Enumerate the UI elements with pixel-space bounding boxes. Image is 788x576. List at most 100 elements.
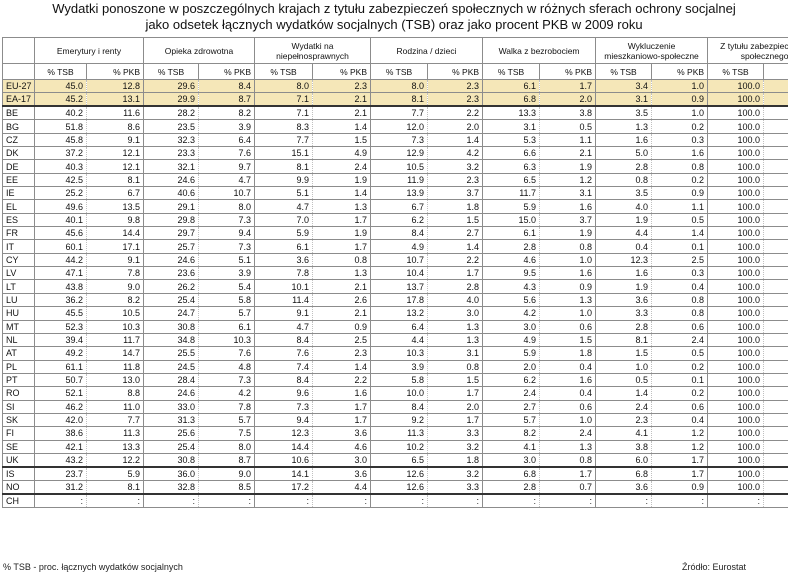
pkb-value-cell: :: [312, 493, 372, 508]
pkb-value-cell: 17.1: [86, 239, 144, 254]
column-group-header: Wydatki na niepełnosprawnych: [254, 37, 372, 64]
country-code-cell: LT: [2, 279, 35, 294]
pkb-value-cell: 19.4: [763, 359, 788, 374]
pkb-value-cell: :: [651, 493, 709, 508]
pkb-value-cell: 2.1: [312, 306, 372, 321]
tsb-value-cell: :: [370, 493, 429, 508]
pkb-value-cell: 1.4: [312, 186, 372, 201]
pkb-value-cell: 1.8: [427, 452, 484, 468]
pkb-value-cell: 25.6: [763, 372, 788, 388]
tsb-value-cell: 4.2: [482, 306, 541, 321]
tsb-value-cell: 24.6: [143, 386, 199, 401]
tsb-value-cell: 6.3: [482, 159, 541, 174]
pkb-value-cell: 0.2: [651, 172, 709, 188]
tsb-value-cell: 10.0: [370, 386, 429, 401]
column-group-header: Opieka zdrowotna: [142, 37, 256, 64]
pkb-value-cell: 0.2: [651, 359, 709, 374]
pkb-value-cell: 3.3: [427, 479, 484, 495]
pkb-value-cell: 4.6: [312, 439, 372, 454]
tsb-value-cell: 7.1: [254, 92, 314, 108]
table-row: CH::::::::::::::: [2, 493, 788, 508]
tsb-value-cell: 2.8: [595, 159, 653, 174]
tsb-value-cell: 8.4: [370, 399, 429, 414]
tsb-value-cell: 3.6: [595, 292, 653, 308]
tsb-value-cell: 24.6: [143, 172, 199, 188]
table-row: EU-27 45.0 12.8 29.6 8.4 8.0 2.3 8.0 2.3 6.1 1.7 3.…: [2, 78, 788, 94]
tsb-value-cell: 3.1: [595, 92, 653, 108]
tsb-value-cell: 3.5: [595, 105, 653, 121]
tsb-value-cell: 12.3: [254, 426, 314, 441]
tsb-value-cell: 9.5: [482, 266, 541, 281]
pkb-value-cell: 2.1: [312, 92, 372, 108]
tsb-value-cell: 25.4: [143, 292, 199, 308]
tsb-value-cell: 12.3: [595, 252, 653, 268]
pkb-value-cell: 5.1: [197, 252, 256, 268]
pkb-value-cell: 1.7: [539, 466, 597, 481]
tsb-value-cell: 25.7: [143, 239, 199, 254]
pkb-value-cell: 2.0: [427, 119, 484, 134]
pkb-value-cell: 9.1: [86, 252, 144, 268]
pkb-value-cell: 8.0: [197, 199, 256, 214]
pkb-value-cell: 0.5: [539, 119, 597, 134]
country-code-cell: EL: [2, 199, 35, 214]
tsb-value-cell: 100.0: [707, 332, 765, 348]
pkb-value-cell: 0.2: [651, 386, 709, 401]
table-row: NL 39.4 11.7 34.8 10.3 8.4 2.5 4.4 1.3 4.9 1.5 8.1 2…: [2, 332, 788, 348]
pkb-value-cell: 1.7: [539, 78, 597, 94]
pkb-value-cell: 29.7: [763, 332, 788, 348]
pkb-value-cell: 2.3: [427, 78, 484, 94]
tsb-value-cell: 29.7: [143, 226, 199, 241]
table-row: NO 31.2 8.1 32.8 8.5 17.2 4.4 12.6 3.3 2.8 0.7 3.6 0…: [2, 479, 788, 495]
tsb-value-cell: 11.9: [370, 172, 429, 188]
pkb-value-cell: 1.7: [312, 212, 372, 228]
pkb-value-cell: 3.2: [427, 159, 484, 174]
column-group-header: Wykluczenie mieszkaniowo-społeczne: [595, 37, 709, 64]
expenditure-table: Emerytury i renty Opieka zdrowotna Wydatki…: [2, 37, 788, 508]
table-row: MT 52.3 10.3 30.8 6.1 4.7 0.9 6.4 1.3 3.0 0.6 2.8 0.…: [2, 319, 788, 334]
pkb-value-cell: 16.7: [763, 119, 788, 134]
tsb-value-cell: 4.4: [370, 332, 429, 348]
pkb-value-cell: 11.7: [86, 332, 144, 348]
pkb-value-cell: 1.8: [539, 346, 597, 361]
tsb-value-cell: 49.6: [34, 199, 87, 214]
tsb-value-cell: 8.4: [370, 226, 429, 241]
pkb-value-cell: 2.2: [312, 372, 372, 388]
pkb-value-cell: 0.2: [651, 119, 709, 134]
tsb-value-cell: 100.0: [707, 359, 765, 374]
pkb-value-cell: 8.8: [86, 386, 144, 401]
pkb-value-cell: 6.7: [86, 186, 144, 201]
pkb-value-cell: 7.7: [86, 412, 144, 428]
pkb-value-cell: 0.6: [651, 399, 709, 414]
pkb-value-cell: 0.8: [539, 452, 597, 468]
tsb-value-cell: 8.1: [254, 159, 314, 174]
tsb-value-cell: 31.2: [34, 479, 87, 495]
table-row: UK 43.2 12.2 30.8 8.7 10.6 3.0 6.5 1.8 3.0 0.8 6.0 1…: [2, 452, 788, 468]
tsb-value-cell: 100.0: [707, 279, 765, 294]
tsb-value-cell: 8.0: [370, 78, 429, 94]
country-code-cell: EU-27: [2, 78, 35, 94]
pkb-value-cell: 2.5: [651, 252, 709, 268]
pkb-value-cell: :: [539, 493, 597, 508]
tsb-value-cell: 45.5: [34, 306, 87, 321]
pkb-value-cell: 2.6: [312, 292, 372, 308]
pkb-value-cell: 2.1: [312, 279, 372, 294]
table-row: IT 60.1 17.1 25.7 7.3 6.1 1.7 4.9 1.4 2.8 0.8 0.4 0.…: [2, 239, 788, 254]
table-row: LT 43.8 9.0 26.2 5.4 10.1 2.1 13.7 2.8 4.3 0.9 1.9 0…: [2, 279, 788, 294]
tsb-value-cell: 100.0: [707, 186, 765, 201]
tsb-value-cell: 7.0: [254, 212, 314, 228]
column-group-header: Walka z bezrobociem: [482, 37, 597, 64]
pkb-value-cell: 8.0: [197, 439, 256, 454]
tsb-value-cell: 100.0: [707, 105, 765, 121]
tsb-value-cell: 5.6: [482, 292, 541, 308]
country-code-cell: SE: [2, 439, 35, 454]
tsb-value-cell: 100.0: [707, 146, 765, 161]
tsb-value-cell: 6.8: [482, 466, 541, 481]
table-row: AT 49.2 14.7 25.5 7.6 7.6 2.3 10.3 3.1 5.9 1.8 1.5 0…: [2, 346, 788, 361]
pkb-value-cell: 3.8: [539, 105, 597, 121]
tsb-value-cell: 52.3: [34, 319, 87, 334]
header-group-row: Emerytury i renty Opieka zdrowotna Wydatki…: [2, 37, 788, 64]
tsb-value-cell: 10.1: [254, 279, 314, 294]
pkb-value-cell: 3.1: [427, 346, 484, 361]
tsb-value-cell: 45.0: [34, 78, 87, 94]
pkb-value-cell: 0.9: [651, 92, 709, 108]
